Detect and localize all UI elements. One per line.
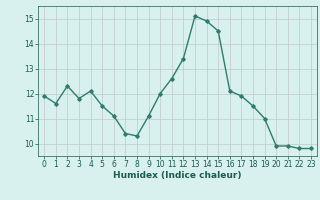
X-axis label: Humidex (Indice chaleur): Humidex (Indice chaleur) [113, 171, 242, 180]
